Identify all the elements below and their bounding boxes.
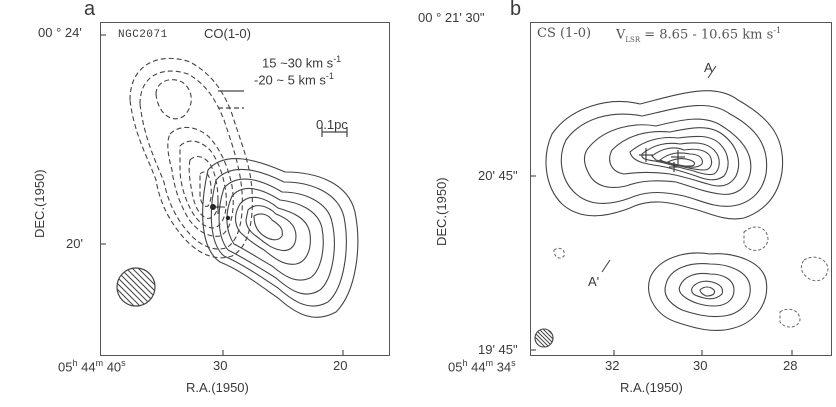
solid-contour — [226, 187, 324, 281]
solid-contour — [609, 127, 740, 187]
dashed-contour — [800, 256, 829, 282]
solid-contour — [629, 135, 729, 181]
solid-contour — [218, 178, 335, 295]
cut-label-a: A — [704, 60, 713, 75]
solid-contour — [641, 142, 720, 176]
solid-contour — [583, 118, 752, 195]
solid-contour — [202, 158, 359, 318]
legend-dashed-label: -20 ~ 5 km s-1 — [254, 71, 334, 88]
y-axis-label: DEC.(1950) — [32, 169, 47, 238]
dashed-contour — [179, 140, 227, 229]
panel-b-frame — [530, 22, 832, 356]
x-axis-label: R.A.(1950) — [620, 380, 683, 395]
ra-tick-label: 32 — [605, 358, 620, 373]
cut-line-a2 — [601, 259, 611, 273]
ra-tick-label: 30 — [213, 358, 228, 373]
dec-tick-label: 20' 45" — [478, 168, 518, 183]
ra-tick-label: 30 — [693, 358, 708, 373]
solid-contour — [648, 252, 768, 331]
solid-contour — [545, 90, 784, 220]
dashed-contour — [199, 171, 212, 207]
solid-contour — [691, 280, 724, 300]
line-label-co: CO(1-0) — [204, 26, 251, 41]
beam-ellipse — [117, 268, 155, 306]
source-marker — [225, 215, 231, 221]
dec-tick-label: 00 ° 24' — [38, 25, 82, 40]
panel-a-letter: a — [84, 0, 96, 20]
scale-bar-label: 0.1pc — [316, 117, 348, 132]
panel-a-frame — [100, 22, 390, 356]
ra-origin-label: 05h 44m 40s — [58, 358, 126, 375]
x-axis-label: R.A.(1950) — [186, 380, 249, 395]
dashed-contour — [139, 70, 243, 250]
dec-tick-label: 19' 45" — [478, 342, 518, 357]
solid-contour — [666, 158, 696, 167]
solid-contour — [664, 263, 751, 318]
ra-tick-label: 28 — [783, 358, 798, 373]
dec-tick-label: 20' — [66, 236, 83, 251]
object-label: NGC2071 — [118, 29, 168, 41]
scale-bar — [321, 127, 348, 137]
line-label-cs: CS (1-0) — [537, 26, 592, 41]
dashed-contour — [779, 308, 801, 328]
ra-origin-label: 05h 44m 34s — [448, 358, 516, 375]
solid-contour — [245, 205, 297, 252]
dec-tick-label: 00 ° 21' 30" — [418, 10, 485, 25]
dashed-contour — [167, 126, 234, 237]
beam-ellipse — [535, 329, 553, 347]
solid-contour — [560, 104, 768, 207]
dashed-contour — [155, 79, 192, 120]
dashed-contour — [129, 57, 253, 259]
solid-contour — [210, 168, 347, 307]
solid-contour — [678, 272, 735, 307]
ra-tick-label: 20 — [333, 358, 348, 373]
legend-solid-label: 15 ~30 km s-1 — [262, 54, 342, 71]
dashed-contour — [553, 247, 565, 259]
cut-label-a2: A' — [588, 274, 600, 289]
y-axis-label: DEC.(1950) — [434, 177, 449, 246]
solid-contour — [699, 286, 716, 297]
solid-contour — [253, 213, 283, 241]
dashed-contour — [188, 155, 219, 219]
cross-markers — [639, 148, 685, 172]
panel-b-letter: b — [510, 0, 522, 20]
panel-a-contour-map — [100, 34, 359, 356]
cut-line-a — [707, 65, 717, 79]
dashed-contour — [743, 226, 769, 251]
vlsr-label: VLSR = 8.65 - 10.65 km s-1 — [616, 26, 782, 44]
panel-b-contour-map — [530, 65, 829, 356]
solid-contour — [234, 196, 311, 265]
